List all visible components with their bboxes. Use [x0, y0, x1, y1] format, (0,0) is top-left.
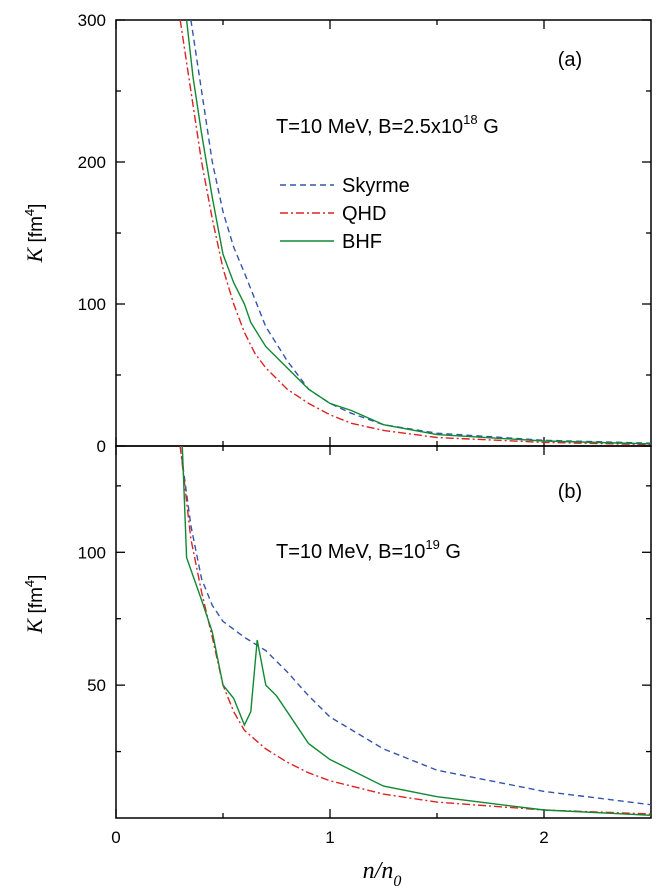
panel-b-ylabel: K [fm4]: [22, 575, 47, 635]
legend-label-qhd: QHD: [342, 203, 386, 225]
x-axis-label: n/n0: [363, 858, 402, 890]
legend: Skyrme QHD BHF: [280, 175, 410, 253]
series-line-bhf: [185, 20, 651, 445]
series-line-skyrme: [190, 20, 651, 444]
panel-b-annotation: T=10 MeV, B=1019 G: [276, 537, 461, 563]
plot-frame: [115, 19, 652, 447]
legend-label-skyrme: Skyrme: [342, 175, 410, 197]
series-line-skyrme: [179, 446, 651, 806]
x-tick-label: 0: [111, 828, 120, 847]
y-tick-label: 300: [78, 11, 106, 30]
panel-a-annotation: T=10 MeV, B=2.5x1018 G: [276, 112, 499, 138]
y-tick-label: 100: [78, 295, 106, 314]
panel-b: 0 1 2 50 100: [78, 445, 652, 847]
legend-label-bhf: BHF: [342, 231, 382, 253]
panel-a-tag: (a): [558, 49, 582, 71]
y-tick-label: 200: [78, 153, 106, 172]
x-tick-label: 2: [539, 828, 548, 847]
y-tick-label: 0: [97, 437, 106, 456]
y-tick-label: 50: [87, 676, 106, 695]
panel-b-tag: (b): [558, 481, 582, 503]
plot-frame: [115, 445, 652, 819]
x-tick-label: 1: [325, 828, 334, 847]
series-line-bhf: [181, 446, 651, 816]
y-tick-label: 100: [78, 543, 106, 562]
series-line-qhd: [179, 20, 651, 446]
panel-a-ylabel: K [fm4]: [22, 204, 47, 264]
